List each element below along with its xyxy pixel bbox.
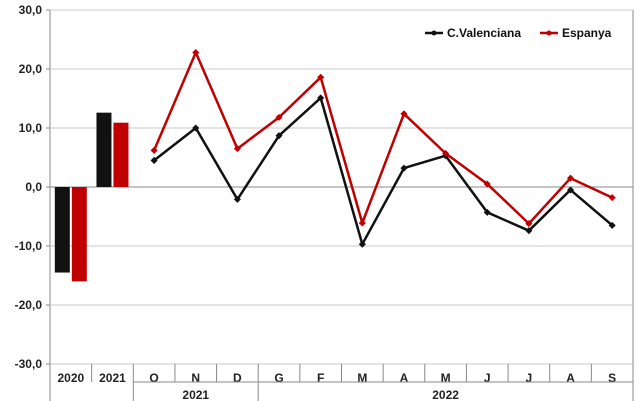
data-point <box>608 194 616 202</box>
data-point <box>525 227 533 235</box>
data-point <box>233 145 241 153</box>
bar <box>54 187 70 273</box>
data-point <box>525 220 533 228</box>
legend-marker-espanya <box>546 30 552 36</box>
bar <box>113 122 129 187</box>
x-tick-label: J <box>526 371 533 385</box>
x-group-label: 2021 <box>182 388 209 401</box>
y-tick-label: 30,0 <box>19 3 43 17</box>
data-point <box>400 164 408 172</box>
x-tick-label: 2020 <box>57 371 84 385</box>
legend: C.Valenciana Espanya <box>425 26 612 40</box>
y-tick-label: 10,0 <box>19 121 43 135</box>
data-point <box>567 186 575 194</box>
data-point <box>233 195 241 203</box>
x-tick-label: N <box>191 371 200 385</box>
series-line <box>153 96 614 246</box>
legend-marker-cvalenciana <box>431 30 437 36</box>
y-tick-label: 0,0 <box>25 180 42 194</box>
data-point <box>317 73 325 81</box>
bar <box>71 187 87 282</box>
y-tick-label: -20,0 <box>15 298 43 312</box>
data-point <box>483 180 491 188</box>
x-tick-label: S <box>608 371 616 385</box>
x-tick-label: A <box>400 371 409 385</box>
data-point <box>358 240 366 248</box>
legend-label-cvalenciana: C.Valenciana <box>447 26 521 40</box>
bars-group <box>54 112 129 282</box>
x-axis: 2020 2021 O N D G F M A M J J A S 2021 2022 <box>49 364 634 401</box>
series-line <box>152 51 613 225</box>
y-tick-label: 20,0 <box>19 62 43 76</box>
data-point <box>150 156 158 164</box>
x-tick-label: A <box>566 371 575 385</box>
data-point <box>483 208 491 216</box>
y-axis: -30,0 -20,0 -10,0 0,0 10,0 20,0 30,0 <box>15 3 50 371</box>
y-tick-label: -30,0 <box>15 357 43 371</box>
data-point <box>608 221 616 229</box>
data-point <box>567 174 575 182</box>
x-tick-label: M <box>441 371 451 385</box>
x-tick-label: F <box>317 371 324 385</box>
legend-label-espanya: Espanya <box>562 26 612 40</box>
data-point <box>275 113 283 121</box>
data-point <box>317 94 325 102</box>
data-point <box>358 219 366 227</box>
x-tick-label: O <box>149 371 158 385</box>
bar <box>96 112 112 187</box>
x-tick-label: 2021 <box>99 371 126 385</box>
x-tick-label: J <box>484 371 491 385</box>
data-point <box>192 124 200 132</box>
data-point <box>192 48 200 57</box>
data-point <box>442 149 450 157</box>
x-tick-label: G <box>274 371 283 385</box>
lines-group <box>150 48 616 248</box>
x-tick-label: M <box>357 371 367 385</box>
data-point <box>150 146 158 154</box>
y-tick-label: -10,0 <box>15 239 43 253</box>
data-point <box>400 110 408 118</box>
data-point <box>275 132 283 140</box>
x-tick-label: D <box>233 371 242 385</box>
x-group-label: 2022 <box>432 388 459 401</box>
